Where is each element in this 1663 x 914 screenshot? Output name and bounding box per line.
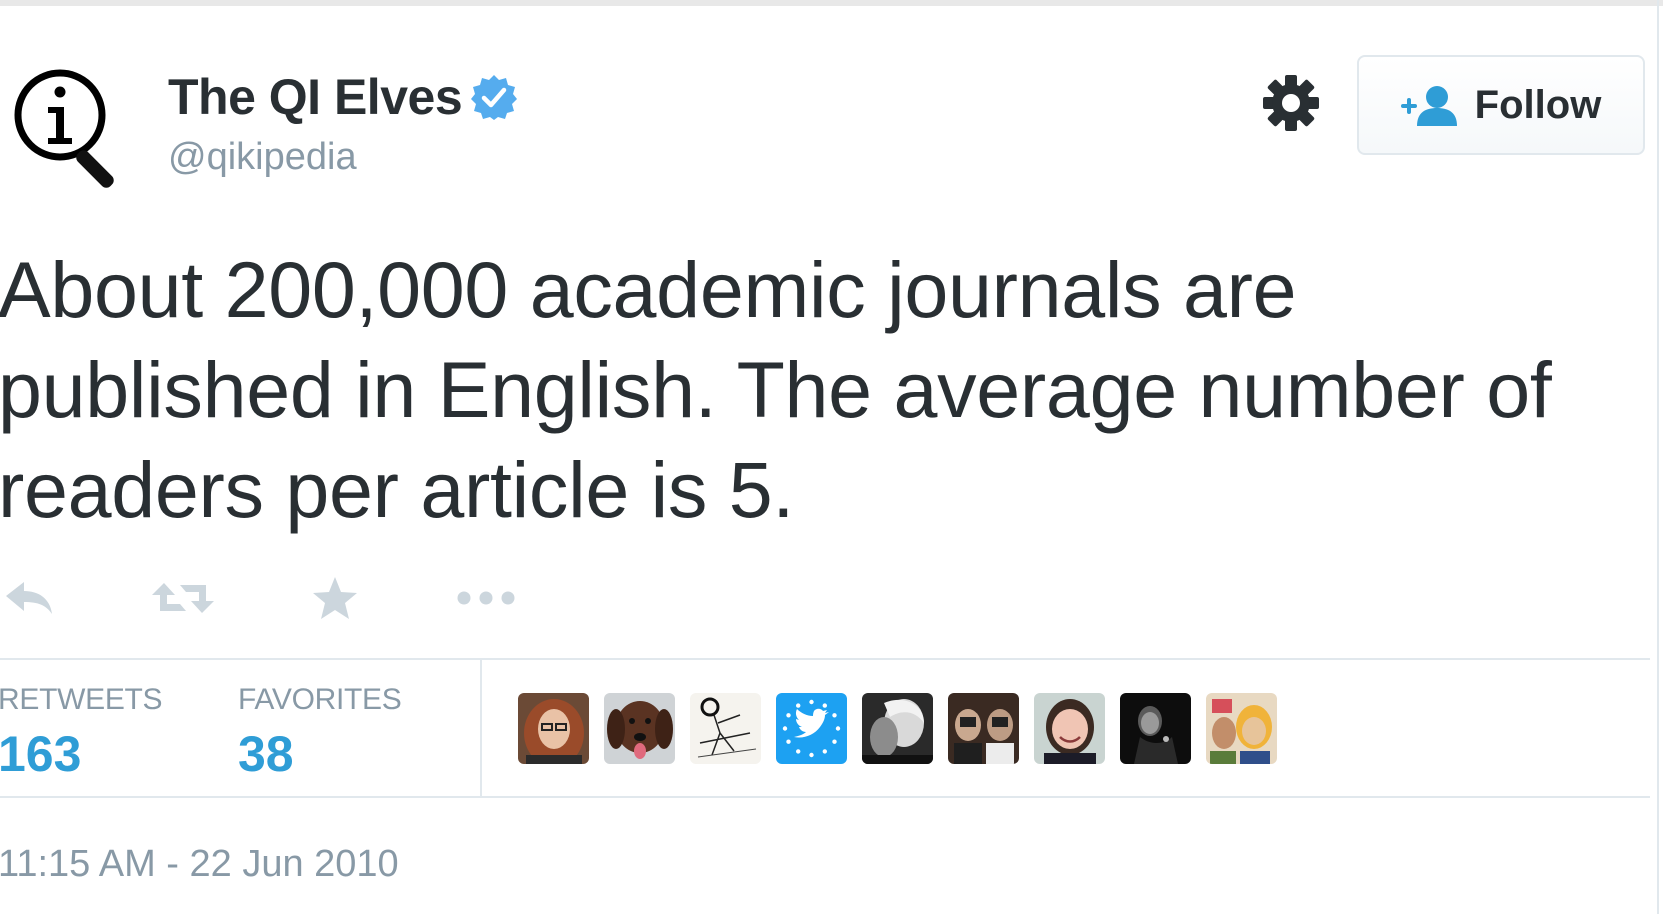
bw-portrait-icon [862,693,933,764]
gear-icon[interactable] [1262,74,1320,132]
author-avatar[interactable] [8,62,128,190]
favoriter-avatar[interactable] [862,693,933,764]
favoriter-avatar[interactable] [604,693,675,764]
stats-vertical-divider [480,660,482,796]
retweet-button[interactable] [152,570,214,626]
right-border [1657,0,1659,914]
author-name[interactable]: The QI Elves [168,69,463,125]
top-border [0,0,1663,6]
favoriters-list [518,693,1292,764]
sketch-drawing-icon [690,693,761,764]
more-icon [457,591,515,605]
favoriter-avatar[interactable] [1120,693,1191,764]
verified-badge-icon [471,75,518,120]
favorites-label: FAVORITES [238,683,402,716]
follow-label: Follow [1474,82,1602,127]
favoriter-avatar[interactable] [518,693,589,764]
retweets-count[interactable]: 163 [0,726,82,782]
add-user-icon [1400,86,1457,126]
twitter-bird-icon [776,693,847,764]
favorite-button[interactable] [312,570,358,626]
favoriter-avatar[interactable] [948,693,1019,764]
dark-portrait-icon [1120,693,1191,764]
retweets-label: RETWEETS [0,683,163,716]
star-icon [313,577,357,619]
stats-bottom-divider [0,796,1650,798]
favoriter-avatar[interactable] [690,693,761,764]
favorites-count[interactable]: 38 [238,726,294,782]
redhead-woman-icon [518,693,589,764]
more-button[interactable] [456,570,516,626]
stats-top-divider [0,658,1650,660]
follow-button[interactable]: Follow [1357,55,1645,155]
smiling-woman-icon [1034,693,1105,764]
reply-icon [6,582,52,614]
favoriter-avatar[interactable] [1034,693,1105,764]
favoriter-avatar[interactable] [1206,693,1277,764]
favoriter-avatar[interactable] [776,693,847,764]
brown-dog-icon [604,693,675,764]
qi-logo-icon [14,69,114,188]
retweet-icon [152,583,214,613]
tweet-timestamp[interactable]: 11:15 AM - 22 Jun 2010 [0,843,399,885]
author-handle[interactable]: @qikipedia [168,136,357,178]
cartoon-group-icon [1206,693,1277,764]
two-people-photo-icon [948,693,1019,764]
tweet-text: About 200,000 academic journals are publ… [0,245,1552,534]
reply-button[interactable] [4,570,54,626]
